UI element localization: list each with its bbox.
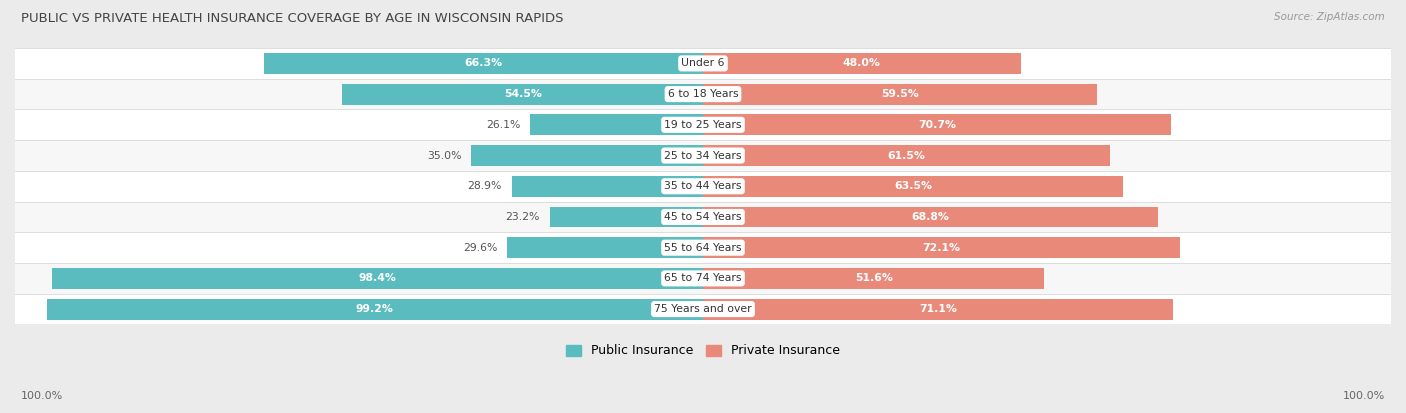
Text: PUBLIC VS PRIVATE HEALTH INSURANCE COVERAGE BY AGE IN WISCONSIN RAPIDS: PUBLIC VS PRIVATE HEALTH INSURANCE COVER… <box>21 12 564 25</box>
Bar <box>15 294 1391 325</box>
Bar <box>530 114 703 135</box>
Bar <box>703 299 1174 320</box>
Bar <box>15 79 1391 109</box>
Text: 54.5%: 54.5% <box>503 89 541 99</box>
Bar <box>703 145 1109 166</box>
Text: 28.9%: 28.9% <box>468 181 502 191</box>
Text: 19 to 25 Years: 19 to 25 Years <box>664 120 742 130</box>
Text: 29.6%: 29.6% <box>463 243 498 253</box>
Text: 98.4%: 98.4% <box>359 273 396 283</box>
Bar <box>52 268 703 289</box>
Bar <box>508 237 703 258</box>
Bar <box>46 299 703 320</box>
Text: 35.0%: 35.0% <box>427 150 461 161</box>
Bar <box>343 84 703 104</box>
Bar <box>15 109 1391 140</box>
Text: 68.8%: 68.8% <box>911 212 949 222</box>
Bar <box>15 140 1391 171</box>
Legend: Public Insurance, Private Insurance: Public Insurance, Private Insurance <box>561 339 845 363</box>
Bar <box>550 206 703 228</box>
Text: 61.5%: 61.5% <box>887 150 925 161</box>
Text: 71.1%: 71.1% <box>920 304 957 314</box>
Bar <box>703 53 1021 74</box>
Text: 75 Years and over: 75 Years and over <box>654 304 752 314</box>
Bar <box>512 176 703 197</box>
Text: 25 to 34 Years: 25 to 34 Years <box>664 150 742 161</box>
Bar <box>471 145 703 166</box>
Text: 45 to 54 Years: 45 to 54 Years <box>664 212 742 222</box>
Bar <box>703 114 1171 135</box>
Text: 100.0%: 100.0% <box>1343 391 1385 401</box>
Bar <box>15 171 1391 202</box>
Text: 72.1%: 72.1% <box>922 243 960 253</box>
Bar <box>15 233 1391 263</box>
Text: 55 to 64 Years: 55 to 64 Years <box>664 243 742 253</box>
Text: 66.3%: 66.3% <box>464 58 503 69</box>
Text: 48.0%: 48.0% <box>842 58 880 69</box>
Text: 63.5%: 63.5% <box>894 181 932 191</box>
Text: 26.1%: 26.1% <box>486 120 520 130</box>
Text: 59.5%: 59.5% <box>882 89 918 99</box>
Bar <box>703 268 1045 289</box>
Text: Under 6: Under 6 <box>682 58 724 69</box>
Bar <box>703 176 1123 197</box>
Text: Source: ZipAtlas.com: Source: ZipAtlas.com <box>1274 12 1385 22</box>
Text: 100.0%: 100.0% <box>21 391 63 401</box>
Text: 70.7%: 70.7% <box>918 120 956 130</box>
Bar <box>703 84 1097 104</box>
Bar <box>264 53 703 74</box>
Bar <box>703 206 1159 228</box>
Text: 23.2%: 23.2% <box>505 212 540 222</box>
Bar <box>15 202 1391 233</box>
Text: 6 to 18 Years: 6 to 18 Years <box>668 89 738 99</box>
Bar <box>15 48 1391 79</box>
Text: 99.2%: 99.2% <box>356 304 394 314</box>
Bar <box>15 263 1391 294</box>
Bar <box>703 237 1180 258</box>
Text: 35 to 44 Years: 35 to 44 Years <box>664 181 742 191</box>
Text: 65 to 74 Years: 65 to 74 Years <box>664 273 742 283</box>
Text: 51.6%: 51.6% <box>855 273 893 283</box>
